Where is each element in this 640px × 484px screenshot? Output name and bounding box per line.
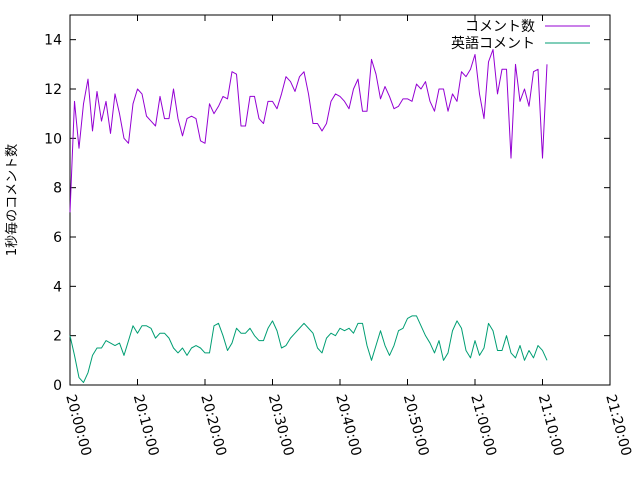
x-tick-label: 20:50:00 [400,393,432,458]
series-lines [69,49,548,384]
x-tick-label: 20:10:00 [130,393,162,458]
y-tick-label: 12 [44,82,62,98]
y-tick-label: 4 [53,279,62,295]
axes: 0 2 4 6 8 10 12 14 20:00:00 20:10:00 20:20:00 20:30… [44,14,634,458]
y-tick-label: 10 [44,131,62,147]
x-tick-label: 20:20:00 [197,393,229,458]
x-tick-label: 20:00:00 [62,393,94,458]
y-tick-label: 0 [53,378,62,394]
y-axis-label: 1秒毎のコメント数 [4,144,20,256]
y-tick-label: 14 [44,33,62,49]
y-tick-label: 6 [53,230,62,246]
series-line-0 [69,49,548,213]
x-tick-label: 21:00:00 [467,393,499,458]
series-line-1 [69,315,548,384]
legend-label-0: コメント数 [465,19,535,35]
x-tick-label: 20:30:00 [265,393,297,458]
x-tick-label: 21:10:00 [535,393,567,458]
y-tick-label: 8 [53,181,62,197]
plot-border [69,14,611,386]
x-tick-label: 20:40:00 [332,393,364,458]
y-tick-label: 2 [53,329,62,345]
x-tick-label: 21:20:00 [602,393,634,458]
legend-label-1: 英語コメント [451,35,535,52]
